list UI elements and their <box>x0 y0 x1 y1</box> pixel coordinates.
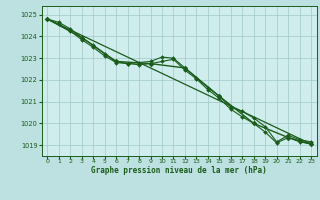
X-axis label: Graphe pression niveau de la mer (hPa): Graphe pression niveau de la mer (hPa) <box>91 166 267 175</box>
